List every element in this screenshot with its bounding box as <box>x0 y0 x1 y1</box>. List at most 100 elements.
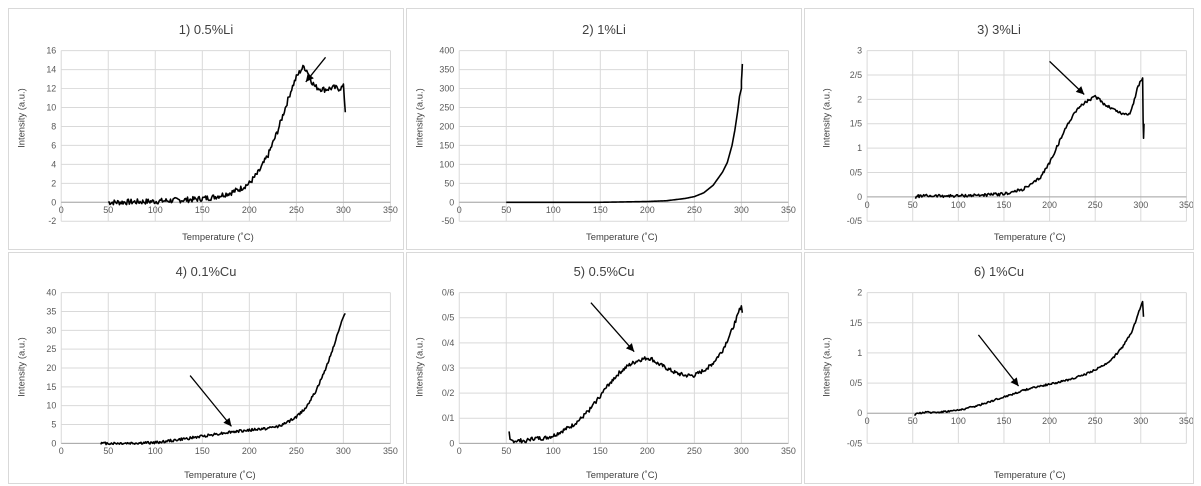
chart-panel-3: 3) 3%Li Temperature (˚C) Intensity (a.u.… <box>804 8 1194 250</box>
chart-6-ylabel: Intensity (a.u.) <box>820 337 831 397</box>
chart-4-xlabel: Temperature (˚C) <box>184 469 256 480</box>
chart-4-x-tick-label: 100 <box>148 446 163 456</box>
chart-1-y-tick-label: 6 <box>51 140 56 150</box>
chart-5-annotation-arrow-shaft <box>590 302 635 353</box>
chart-panel-5: 5) 0.5%Cu Temperature (˚C) Intensity (a.… <box>406 252 802 484</box>
chart-3-series-line <box>914 77 1145 199</box>
chart-2-x-tick-label: 0 <box>457 205 462 215</box>
chart-5-y-tick-label: 0/4 <box>442 338 454 348</box>
chart-2-ylabel: Intensity (a.u.) <box>414 88 425 148</box>
chart-1-x-tick-label: 0 <box>59 205 64 215</box>
chart-2-y-tick-label: 350 <box>439 65 454 75</box>
chart-2-y-tick-label: 150 <box>439 140 454 150</box>
chart-6-xlabel: Temperature (˚C) <box>994 469 1066 480</box>
chart-4-x-tick-label: 0 <box>59 446 64 456</box>
chart-2-x-tick-label: 300 <box>734 205 749 215</box>
chart-3-xlabel: Temperature (˚C) <box>994 231 1066 242</box>
chart-6-y-tick-label: 0 <box>857 408 862 418</box>
chart-5-ylabel: Intensity (a.u.) <box>414 337 425 397</box>
chart-2-title: 2) 1%Li <box>582 22 626 37</box>
chart-4-y-tick-label: 20 <box>46 363 56 373</box>
chart-3-title: 3) 3%Li <box>977 22 1021 37</box>
chart-3-y-tick-label: 2/5 <box>850 70 862 80</box>
chart-4-ylabel: Intensity (a.u.) <box>16 337 27 397</box>
chart-5-x-tick-label: 300 <box>734 446 749 456</box>
chart-1-svg: 1) 0.5%Li Temperature (˚C) Intensity (a.… <box>16 22 398 242</box>
chart-3-y-tick-label: 2 <box>857 94 862 104</box>
chart-4-x-tick-label: 250 <box>289 446 304 456</box>
chart-4-title: 4) 0.1%Cu <box>176 264 237 279</box>
chart-1-y-tick-label: 4 <box>51 159 56 169</box>
chart-1-x-tick-label: 350 <box>383 205 398 215</box>
chart-3-x-tick-label: 100 <box>951 200 966 210</box>
chart-2-svg: 2) 1%Li Temperature (˚C) Intensity (a.u.… <box>414 22 796 242</box>
chart-5-y-tick-label: 0/2 <box>442 388 454 398</box>
chart-6-y-tick-label: 0/5 <box>850 378 862 388</box>
chart-6-y-tick-label: -0/5 <box>847 438 862 448</box>
chart-4-annotation-arrow-head <box>223 417 232 427</box>
chart-2-y-tick-label: 250 <box>439 102 454 112</box>
chart-1-y-tick-label: 0 <box>51 197 56 207</box>
chart-6-annotation-arrow-head <box>1010 377 1019 387</box>
chart-5-y-tick-label: 0 <box>449 438 454 448</box>
chart-3-y-tick-label: 0/5 <box>850 167 862 177</box>
chart-6-annotation-arrow-shaft <box>977 334 1020 387</box>
chart-4-y-tick-label: 40 <box>46 288 56 298</box>
chart-4-x-tick-label: 200 <box>242 446 257 456</box>
chart-1-title: 1) 0.5%Li <box>179 22 233 37</box>
chart-1-x-tick-label: 300 <box>336 205 351 215</box>
chart-5-x-tick-label: 100 <box>546 446 561 456</box>
chart-2-x-tick-label: 100 <box>546 205 561 215</box>
chart-5-x-tick-label: 50 <box>501 446 511 456</box>
chart-5-y-tick-label: 0/6 <box>442 288 454 298</box>
chart-3-x-tick-label: 150 <box>997 200 1012 210</box>
chart-1-x-tick-label: 50 <box>103 205 113 215</box>
chart-2-x-tick-label: 200 <box>640 205 655 215</box>
chart-1-y-tick-label: -2 <box>48 216 56 226</box>
chart-5-y-tick-label: 0/3 <box>442 363 454 373</box>
chart-6-series-line <box>913 300 1145 417</box>
chart-5-y-tick-label: 0/1 <box>442 413 454 423</box>
chart-4-x-tick-label: 350 <box>383 446 398 456</box>
chart-2-x-tick-label: 250 <box>687 205 702 215</box>
chart-1-x-tick-label: 250 <box>289 205 304 215</box>
chart-4-y-tick-label: 0 <box>51 438 56 448</box>
chart-4-y-tick-label: 35 <box>46 306 56 316</box>
chart-3-x-tick-label: 300 <box>1133 200 1148 210</box>
chart-5-svg: 5) 0.5%Cu Temperature (˚C) Intensity (a.… <box>414 264 796 480</box>
chart-2-series-line <box>506 63 744 204</box>
chart-2-x-tick-label: 350 <box>781 205 796 215</box>
chart-5-x-tick-label: 150 <box>593 446 608 456</box>
chart-2-y-tick-label: 50 <box>444 178 454 188</box>
chart-panel-4: 4) 0.1%Cu Temperature (˚C) Intensity (a.… <box>8 252 404 484</box>
chart-4-annotation-arrow-shaft <box>189 375 232 427</box>
chart-5-y-tick-label: 0/5 <box>442 313 454 323</box>
chart-1-series-line <box>107 64 347 206</box>
chart-4-y-tick-label: 10 <box>46 401 56 411</box>
chart-panel-2: 2) 1%Li Temperature (˚C) Intensity (a.u.… <box>406 8 802 250</box>
chart-2-x-tick-label: 150 <box>593 205 608 215</box>
chart-5-x-tick-label: 350 <box>781 446 796 456</box>
chart-panel-1: 1) 0.5%Li Temperature (˚C) Intensity (a.… <box>8 8 404 250</box>
chart-2-x-tick-label: 50 <box>501 205 511 215</box>
chart-1-x-tick-label: 150 <box>195 205 210 215</box>
chart-5-x-tick-label: 250 <box>687 446 702 456</box>
chart-1-y-tick-label: 2 <box>51 178 56 188</box>
chart-4-y-tick-label: 25 <box>46 344 56 354</box>
chart-2-xlabel: Temperature (˚C) <box>586 231 658 242</box>
chart-1-y-tick-label: 10 <box>46 102 56 112</box>
chart-4-y-tick-label: 30 <box>46 325 56 335</box>
chart-6-y-tick-label: 1/5 <box>850 318 862 328</box>
chart-6-x-tick-label: 150 <box>997 416 1012 426</box>
chart-2-y-tick-label: 400 <box>439 46 454 56</box>
chart-6-x-tick-label: 350 <box>1179 416 1193 426</box>
chart-6-y-tick-label: 2 <box>857 288 862 298</box>
chart-2-y-tick-label: 100 <box>439 159 454 169</box>
chart-5-series-line <box>508 305 744 444</box>
chart-1-annotation-arrow-head <box>305 73 314 82</box>
chart-3-y-tick-label: 0 <box>857 192 862 202</box>
chart-5-x-tick-label: 200 <box>640 446 655 456</box>
chart-1-y-tick-label: 8 <box>51 121 56 131</box>
chart-4-y-tick-label: 15 <box>46 382 56 392</box>
chart-1-xlabel: Temperature (˚C) <box>182 231 254 242</box>
